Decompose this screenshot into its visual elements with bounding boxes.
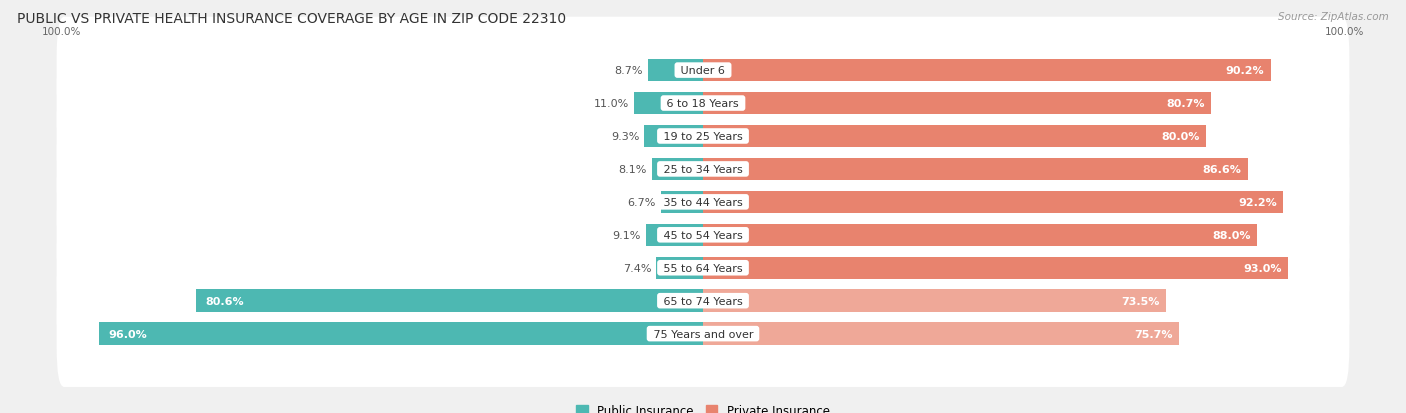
FancyBboxPatch shape <box>56 50 1350 157</box>
Bar <box>652 158 703 180</box>
Text: 9.1%: 9.1% <box>613 230 641 240</box>
Text: 88.0%: 88.0% <box>1212 230 1250 240</box>
Text: 100.0%: 100.0% <box>42 27 82 37</box>
Text: 55 to 64 Years: 55 to 64 Years <box>659 263 747 273</box>
FancyBboxPatch shape <box>56 182 1350 288</box>
FancyBboxPatch shape <box>56 149 1350 256</box>
Bar <box>703 60 1271 82</box>
Text: 80.7%: 80.7% <box>1166 99 1205 109</box>
Text: 8.1%: 8.1% <box>619 164 647 175</box>
Text: 19 to 25 Years: 19 to 25 Years <box>659 132 747 142</box>
Text: 80.6%: 80.6% <box>205 296 243 306</box>
Text: 100.0%: 100.0% <box>1324 27 1364 37</box>
Text: 75.7%: 75.7% <box>1135 329 1173 339</box>
Text: 93.0%: 93.0% <box>1243 263 1282 273</box>
Text: 11.0%: 11.0% <box>593 99 628 109</box>
Text: 80.0%: 80.0% <box>1161 132 1201 142</box>
Text: 73.5%: 73.5% <box>1121 296 1160 306</box>
Bar <box>703 224 1257 247</box>
Bar <box>703 323 1180 345</box>
Bar <box>661 191 703 214</box>
Bar <box>645 224 703 247</box>
Bar <box>195 290 703 312</box>
Bar <box>703 290 1166 312</box>
FancyBboxPatch shape <box>56 248 1350 354</box>
Bar <box>644 126 703 148</box>
Text: 25 to 34 Years: 25 to 34 Years <box>659 164 747 175</box>
Text: 8.7%: 8.7% <box>614 66 643 76</box>
Text: 45 to 54 Years: 45 to 54 Years <box>659 230 747 240</box>
Text: PUBLIC VS PRIVATE HEALTH INSURANCE COVERAGE BY AGE IN ZIP CODE 22310: PUBLIC VS PRIVATE HEALTH INSURANCE COVER… <box>17 12 567 26</box>
Bar <box>703 191 1284 214</box>
Text: 90.2%: 90.2% <box>1226 66 1264 76</box>
Bar <box>648 60 703 82</box>
Bar <box>98 323 703 345</box>
Text: 65 to 74 Years: 65 to 74 Years <box>659 296 747 306</box>
Bar <box>634 93 703 115</box>
Text: 6.7%: 6.7% <box>627 197 655 207</box>
Bar <box>703 93 1211 115</box>
Text: 6 to 18 Years: 6 to 18 Years <box>664 99 742 109</box>
Text: Source: ZipAtlas.com: Source: ZipAtlas.com <box>1278 12 1389 22</box>
Bar <box>703 158 1249 180</box>
Text: 9.3%: 9.3% <box>612 132 640 142</box>
Bar <box>703 257 1288 279</box>
FancyBboxPatch shape <box>56 280 1350 387</box>
Legend: Public Insurance, Private Insurance: Public Insurance, Private Insurance <box>576 404 830 413</box>
Bar <box>703 126 1206 148</box>
Text: 96.0%: 96.0% <box>108 329 148 339</box>
Text: 75 Years and over: 75 Years and over <box>650 329 756 339</box>
FancyBboxPatch shape <box>56 116 1350 223</box>
Text: Under 6: Under 6 <box>678 66 728 76</box>
FancyBboxPatch shape <box>56 18 1350 124</box>
Text: 92.2%: 92.2% <box>1239 197 1277 207</box>
Text: 86.6%: 86.6% <box>1204 164 1241 175</box>
Text: 35 to 44 Years: 35 to 44 Years <box>659 197 747 207</box>
Bar <box>657 257 703 279</box>
FancyBboxPatch shape <box>56 83 1350 190</box>
Text: 7.4%: 7.4% <box>623 263 651 273</box>
FancyBboxPatch shape <box>56 215 1350 321</box>
